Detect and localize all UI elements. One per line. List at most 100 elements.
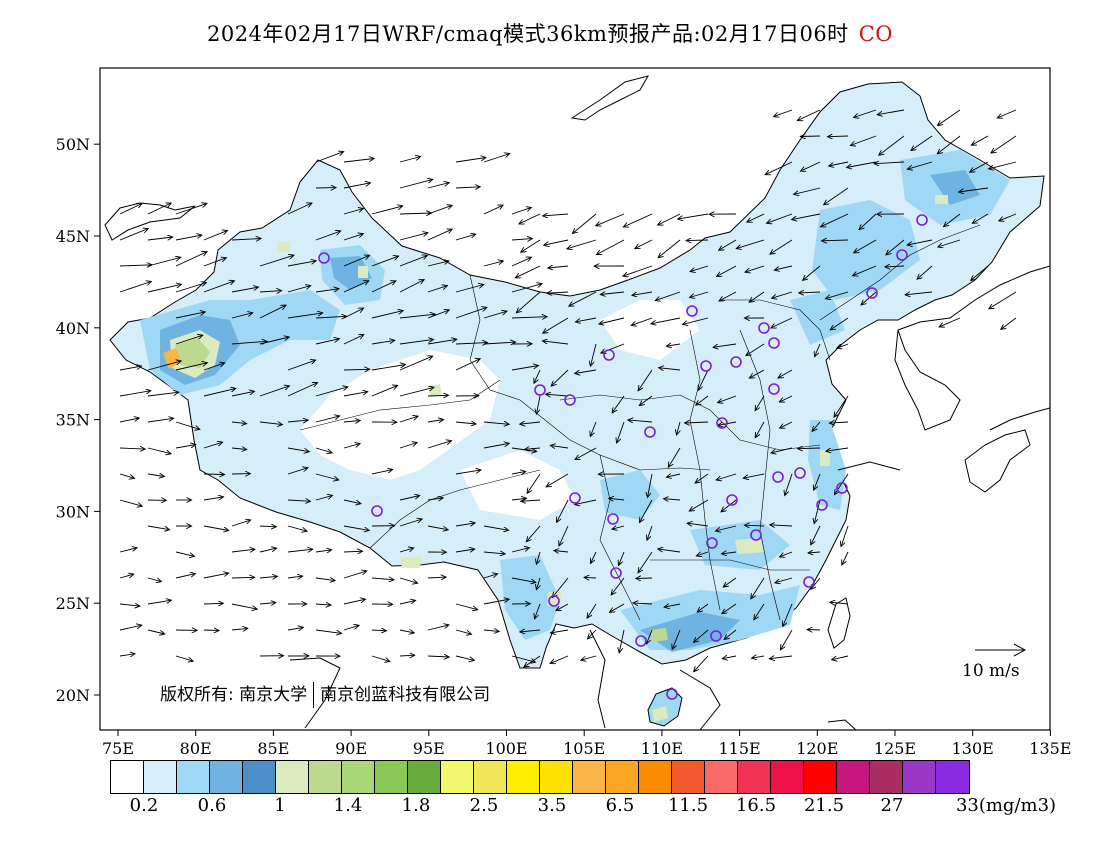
lon-tick-label: 105E xyxy=(563,739,605,758)
wind-arrow xyxy=(548,266,569,268)
colorbar-swatch xyxy=(309,761,342,793)
wind-arrow xyxy=(119,499,142,506)
wind-arrow xyxy=(874,162,905,164)
wind-arrow xyxy=(511,317,547,318)
wind-arrow xyxy=(877,109,905,115)
wind-arrow xyxy=(800,136,821,137)
title-text: 2024年02月17日WRF/cmaq模式36km预报产品:02月17日06时 xyxy=(207,22,849,46)
wind-arrow xyxy=(646,629,653,644)
wind-arrow xyxy=(722,656,737,659)
wind-arrow xyxy=(427,395,449,396)
wind-arrow xyxy=(850,135,877,146)
wind-arrow xyxy=(755,421,765,438)
city-station-marker xyxy=(866,287,878,299)
wind-arrow xyxy=(259,422,283,425)
colorbar-label: 0.6 xyxy=(197,795,227,816)
lon-tick-label: 125E xyxy=(874,739,916,758)
wind-arrow xyxy=(399,280,424,293)
wind-arrow xyxy=(203,281,235,293)
colorbar-swatch xyxy=(441,761,474,793)
wind-arrow xyxy=(830,602,849,604)
wind-arrow xyxy=(399,443,417,449)
wind-arrow xyxy=(997,109,1017,118)
wind-arrow xyxy=(822,240,849,241)
wind-arrow xyxy=(343,625,359,631)
wind-arrow xyxy=(557,499,569,522)
wind-arrow xyxy=(483,599,509,605)
lon-tick-label: 120E xyxy=(796,739,838,758)
wind-arrow xyxy=(770,239,793,254)
wind-arrow xyxy=(600,292,625,295)
wind-arrow xyxy=(399,179,433,189)
wind-arrow xyxy=(231,422,247,424)
wind-arrow xyxy=(287,627,303,630)
taiwan-island xyxy=(827,597,851,649)
wind-arrow xyxy=(175,363,207,371)
wind-arrow xyxy=(371,630,386,631)
wind-arrow xyxy=(1001,317,1017,329)
wind-arrow xyxy=(175,421,200,429)
wind-arrow xyxy=(483,574,498,579)
wind-arrow xyxy=(399,233,428,241)
wind-arrow xyxy=(259,305,286,319)
wind-arrow xyxy=(287,447,309,452)
wind-arrow xyxy=(713,343,737,347)
wind-arrow xyxy=(511,577,536,582)
wind-arrow xyxy=(371,655,390,662)
wind-arrow xyxy=(544,239,569,245)
wind-arrow xyxy=(658,239,681,258)
wind-arrow xyxy=(203,573,229,579)
wind-arrow xyxy=(427,310,449,319)
wind-arrow xyxy=(147,203,171,215)
wind-arrow xyxy=(854,239,877,253)
wind-arrow xyxy=(399,416,418,423)
wind-arrow xyxy=(315,629,342,633)
colorbar-swatch xyxy=(870,761,903,793)
wind-arrow xyxy=(938,239,961,247)
colorbar-label: 1.8 xyxy=(401,795,431,816)
wind-arrow xyxy=(483,311,507,319)
wind-arrow xyxy=(520,630,541,632)
wind-arrow xyxy=(455,629,472,634)
wind-arrow xyxy=(749,369,765,378)
wind-arrow xyxy=(119,448,145,449)
wind-arrow xyxy=(515,265,541,278)
wind-arrow xyxy=(259,526,276,527)
wind-arrow xyxy=(427,205,452,215)
wind-arrow xyxy=(785,473,793,496)
wind-arrow xyxy=(550,655,569,663)
colorbar-label: 1.4 xyxy=(333,795,363,816)
wind-arrow xyxy=(287,203,312,215)
wind-arrow xyxy=(572,213,597,234)
lon-tick-label: 95E xyxy=(413,739,445,758)
wind-arrow xyxy=(546,394,569,396)
wind-arrow xyxy=(511,366,539,371)
wind-arrow xyxy=(611,577,625,595)
wind-arrow xyxy=(581,655,597,660)
wind-arrow xyxy=(636,578,653,579)
wind-arrow xyxy=(259,337,289,345)
wind-arrow xyxy=(287,313,323,319)
wind-arrow xyxy=(829,161,849,166)
wind-arrow xyxy=(683,317,709,324)
wind-arrow xyxy=(427,183,449,189)
lat-tick-label: 45N xyxy=(56,227,90,246)
wind-arrow xyxy=(554,551,569,553)
wind-arrow xyxy=(690,291,709,298)
wind-arrow xyxy=(779,395,793,402)
city-station-marker xyxy=(768,337,780,349)
colorbar xyxy=(110,760,970,794)
wind-arrow xyxy=(743,473,765,478)
wind-arrow xyxy=(970,161,989,172)
wind-arrow xyxy=(815,343,821,357)
wind-arrow xyxy=(175,203,207,215)
wind-arrow xyxy=(721,499,737,512)
wind-arrow xyxy=(547,292,569,293)
wind-arrow xyxy=(231,391,255,397)
wind-arrow xyxy=(658,549,681,553)
wind-arrow xyxy=(343,525,369,530)
wind-arrow xyxy=(807,630,821,631)
wind-arrow xyxy=(567,239,597,249)
wind-arrow xyxy=(635,239,653,249)
wind-arrow xyxy=(343,369,370,370)
